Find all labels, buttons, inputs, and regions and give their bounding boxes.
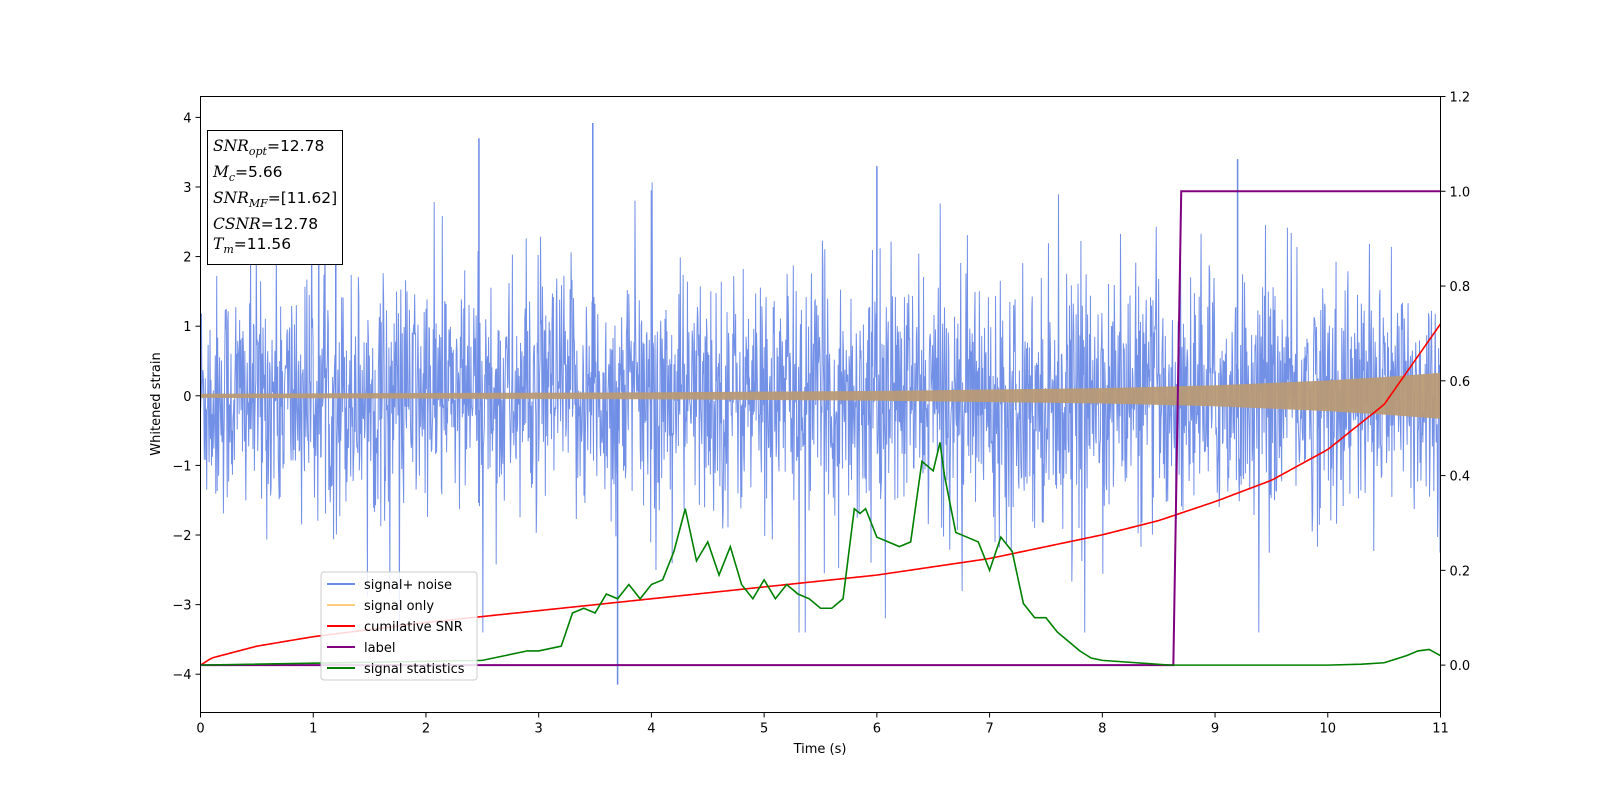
y-axis-label: Whitened strain bbox=[149, 352, 164, 455]
y2-tick-label: 0.2 bbox=[1450, 564, 1471, 579]
snr-mf-subscript: MF bbox=[248, 197, 268, 211]
x-tick-label: 6 bbox=[873, 722, 881, 737]
signal-only-series bbox=[200, 372, 1441, 419]
x-tick-label: 8 bbox=[1098, 722, 1106, 737]
tm-symbol: T bbox=[213, 235, 224, 254]
y2-tick-label: 0.4 bbox=[1450, 470, 1471, 485]
legend-label-label: label bbox=[364, 641, 395, 656]
y2-tick-label: 0.0 bbox=[1450, 659, 1471, 674]
stats-csnr: CSNR=12.78 bbox=[213, 214, 337, 234]
x-tick-label: 1 bbox=[309, 722, 317, 737]
y-tick-label: −3 bbox=[172, 599, 191, 614]
y2-tick-label: 1.0 bbox=[1450, 185, 1471, 200]
snr-opt-value: =12.78 bbox=[266, 137, 325, 155]
legend-label-signal-statistics: signal statistics bbox=[364, 662, 465, 677]
snr-opt-symbol: SNR bbox=[213, 137, 249, 155]
y-tick-label: −4 bbox=[172, 668, 191, 683]
stats-snr-opt: SNRopt=12.78 bbox=[213, 136, 337, 162]
snr-mf-symbol: SNR bbox=[213, 189, 249, 208]
signal-statistics-series bbox=[200, 442, 1441, 666]
signal-noise-line bbox=[200, 166, 1441, 633]
x-tick-label: 0 bbox=[196, 722, 204, 737]
y-tick-label: 3 bbox=[183, 181, 191, 196]
x-axis-label: Time (s) bbox=[793, 742, 847, 757]
tm-subscript: m bbox=[223, 243, 234, 257]
snr-opt-subscript: opt bbox=[248, 145, 267, 159]
y-tick-label: 4 bbox=[183, 111, 191, 126]
y-tick-label: 2 bbox=[183, 251, 191, 266]
y2-axis-ticks: 0.0 0.2 0.4 0.6 0.8 1.0 1.2 bbox=[1440, 91, 1471, 674]
y2-tick-label: 1.2 bbox=[1450, 91, 1471, 106]
legend: signal+ noise signal only cumilative SNR… bbox=[320, 571, 478, 681]
stats-tm: Tm=11.56 bbox=[213, 234, 337, 260]
plot-frame bbox=[200, 96, 1441, 713]
legend-label-signal-noise: signal+ noise bbox=[364, 578, 452, 593]
mc-subscript: c bbox=[228, 171, 236, 185]
x-tick-label: 4 bbox=[647, 722, 655, 737]
y-tick-label: 1 bbox=[183, 320, 191, 335]
x-tick-label: 3 bbox=[535, 722, 543, 737]
x-tick-label: 2 bbox=[422, 722, 430, 737]
legend-box bbox=[320, 571, 478, 681]
stats-mc: Mc=5.66 bbox=[213, 162, 337, 188]
stats-annotation-box: SNRopt=12.78 Mc=5.66 SNRMF=[11.62] CSNR=… bbox=[207, 130, 344, 266]
label-series bbox=[200, 190, 1441, 667]
signal-noise-series bbox=[200, 122, 1441, 685]
y2-tick-label: 0.6 bbox=[1450, 375, 1471, 390]
tm-value: =11.56 bbox=[233, 235, 292, 254]
csnr-symbol: CSNR bbox=[213, 215, 261, 234]
x-tick-label: 11 bbox=[1432, 722, 1449, 737]
y-tick-label: −2 bbox=[172, 529, 191, 544]
mc-value: =5.66 bbox=[235, 163, 283, 182]
signal-only-band bbox=[200, 372, 1441, 419]
x-axis-ticks: 0 1 2 3 4 5 6 7 8 9 10 11 bbox=[196, 712, 1449, 737]
y2-tick-label: 0.8 bbox=[1450, 280, 1471, 295]
mc-symbol: M bbox=[213, 163, 229, 182]
csnr-value: =12.78 bbox=[260, 215, 319, 234]
x-tick-label: 10 bbox=[1319, 722, 1336, 737]
legend-label-cumulative-snr: cumilative SNR bbox=[364, 620, 463, 635]
y-tick-label: 0 bbox=[183, 390, 191, 405]
x-tick-label: 7 bbox=[985, 722, 993, 737]
legend-label-signal-only: signal only bbox=[364, 599, 434, 614]
y-tick-label: −1 bbox=[172, 459, 191, 474]
snr-mf-value: =[11.62] bbox=[267, 189, 338, 208]
signal-statistics-line bbox=[200, 442, 1441, 666]
stats-snr-mf: SNRMF=[11.62] bbox=[213, 188, 337, 214]
label-line bbox=[200, 190, 1441, 667]
x-tick-label: 9 bbox=[1211, 722, 1219, 737]
x-tick-label: 5 bbox=[760, 722, 768, 737]
y-axis-ticks: −4 −3 −2 −1 0 1 2 3 4 bbox=[172, 111, 201, 683]
